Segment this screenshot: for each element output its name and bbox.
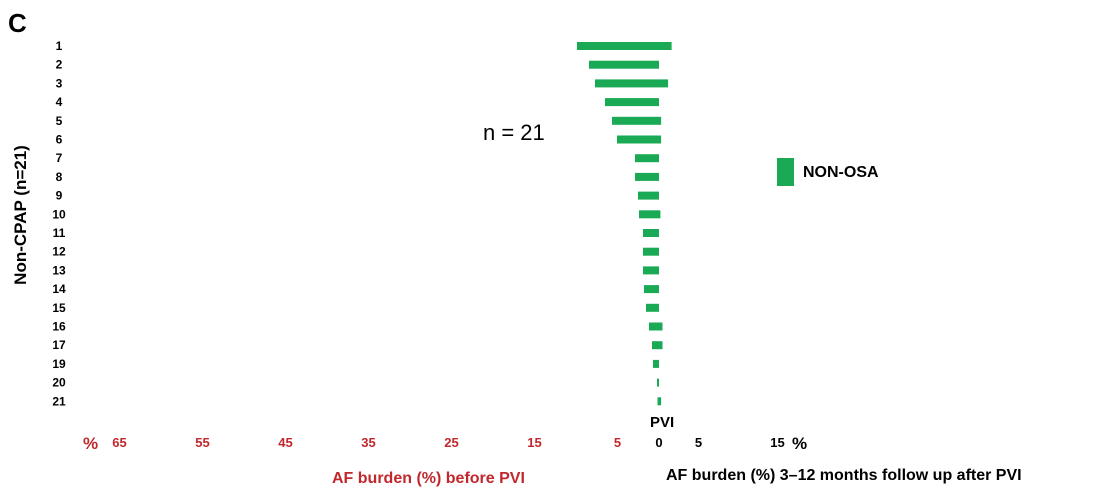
bar-before (649, 322, 659, 331)
row-label: 15 (52, 301, 66, 315)
bar-row: 14 (52, 282, 659, 296)
row-label: 3 (56, 76, 63, 90)
y-axis-label: Non-CPAP (n=21) (11, 145, 30, 285)
row-label: 6 (56, 133, 63, 147)
row-label: 19 (52, 357, 66, 371)
bar-row: 6 (56, 133, 662, 147)
bar-row: 19 (52, 357, 659, 371)
bar-before (653, 359, 659, 368)
after-tick-label: 15 (770, 435, 784, 450)
legend-label: NON-OSA (803, 164, 879, 181)
before-tick-label: 65 (112, 435, 126, 450)
before-tick-label: 15 (527, 435, 541, 450)
bar-after (659, 322, 663, 331)
row-label: 21 (52, 394, 66, 408)
row-label: 17 (52, 338, 66, 352)
bar-after (659, 341, 663, 350)
bar-row: 7 (56, 151, 659, 165)
bar-row: 1 (56, 39, 672, 53)
bar-before (595, 79, 659, 88)
row-label: 1 (56, 39, 63, 53)
bar-row: 15 (52, 301, 659, 315)
row-label: 11 (53, 226, 66, 240)
bar-row: 21 (52, 394, 662, 408)
bar-before (657, 378, 659, 387)
bar-row: 11 (53, 226, 659, 240)
row-label: 8 (56, 170, 63, 184)
bar-after (659, 42, 672, 50)
bar-after (659, 79, 669, 88)
row-label: 5 (56, 114, 63, 128)
bar-row: 12 (52, 245, 659, 259)
row-label: 2 (56, 58, 63, 72)
before-tick-label: 45 (278, 435, 292, 450)
after-tick-label: 5 (695, 435, 702, 450)
before-ticks: 65 55 45 35 25 15 5 0 (112, 435, 662, 450)
bar-before (643, 247, 659, 256)
pvi-label: PVI (650, 414, 674, 431)
x-axis-label-before: AF burden (%) before PVI (332, 470, 525, 487)
bar-row: 17 (52, 338, 663, 352)
bar-before (589, 60, 659, 69)
bar-before (577, 42, 659, 50)
bar-row: 2 (56, 58, 659, 72)
row-label: 14 (52, 282, 66, 296)
bar-row: 8 (56, 170, 659, 184)
panel-label: C (8, 8, 27, 38)
row-label: 16 (52, 320, 66, 334)
after-unit-label: % (792, 434, 807, 453)
before-tick-label: 55 (195, 435, 209, 450)
bar-before (639, 210, 659, 219)
bar-before (612, 116, 659, 125)
bar-row: 5 (56, 114, 662, 128)
legend-swatch (777, 158, 794, 186)
row-label: 9 (56, 189, 63, 203)
bar-before (643, 229, 659, 237)
before-tick-label: 0 (655, 435, 662, 450)
bar-row: 4 (56, 95, 659, 109)
bar-before (644, 285, 659, 294)
bar-after (659, 135, 662, 144)
bar-after (659, 116, 662, 125)
row-label: 4 (56, 95, 63, 109)
before-unit-label: % (83, 434, 98, 453)
bar-before (646, 303, 659, 312)
bar-row: 9 (56, 189, 659, 203)
row-label: 20 (52, 376, 66, 390)
bar-before (638, 191, 659, 200)
bar-before (617, 135, 659, 144)
bar-before (657, 397, 659, 406)
before-tick-label: 25 (444, 435, 458, 450)
before-tick-label: 5 (614, 435, 621, 450)
bar-after (659, 397, 662, 406)
bar-row: 3 (56, 76, 669, 90)
row-label: 12 (52, 245, 66, 259)
n-annotation: n = 21 (483, 120, 545, 145)
bar-row: 16 (52, 320, 663, 334)
row-label: 10 (52, 207, 66, 221)
x-axis-label-after: AF burden (%) 3–12 months follow up afte… (666, 467, 1022, 484)
bar-before (635, 172, 659, 181)
bar-row: 13 (52, 263, 659, 277)
row-label: 13 (52, 263, 66, 277)
after-ticks: 5 15 (695, 435, 785, 450)
bar-before (643, 266, 659, 275)
bar-after (659, 210, 661, 219)
bar-row: 10 (52, 207, 661, 221)
bar-before (605, 98, 659, 107)
bar-before (635, 154, 659, 163)
bar-row: 20 (52, 376, 659, 390)
before-tick-label: 35 (361, 435, 375, 450)
row-label: 7 (56, 151, 63, 165)
bar-before (652, 341, 659, 350)
